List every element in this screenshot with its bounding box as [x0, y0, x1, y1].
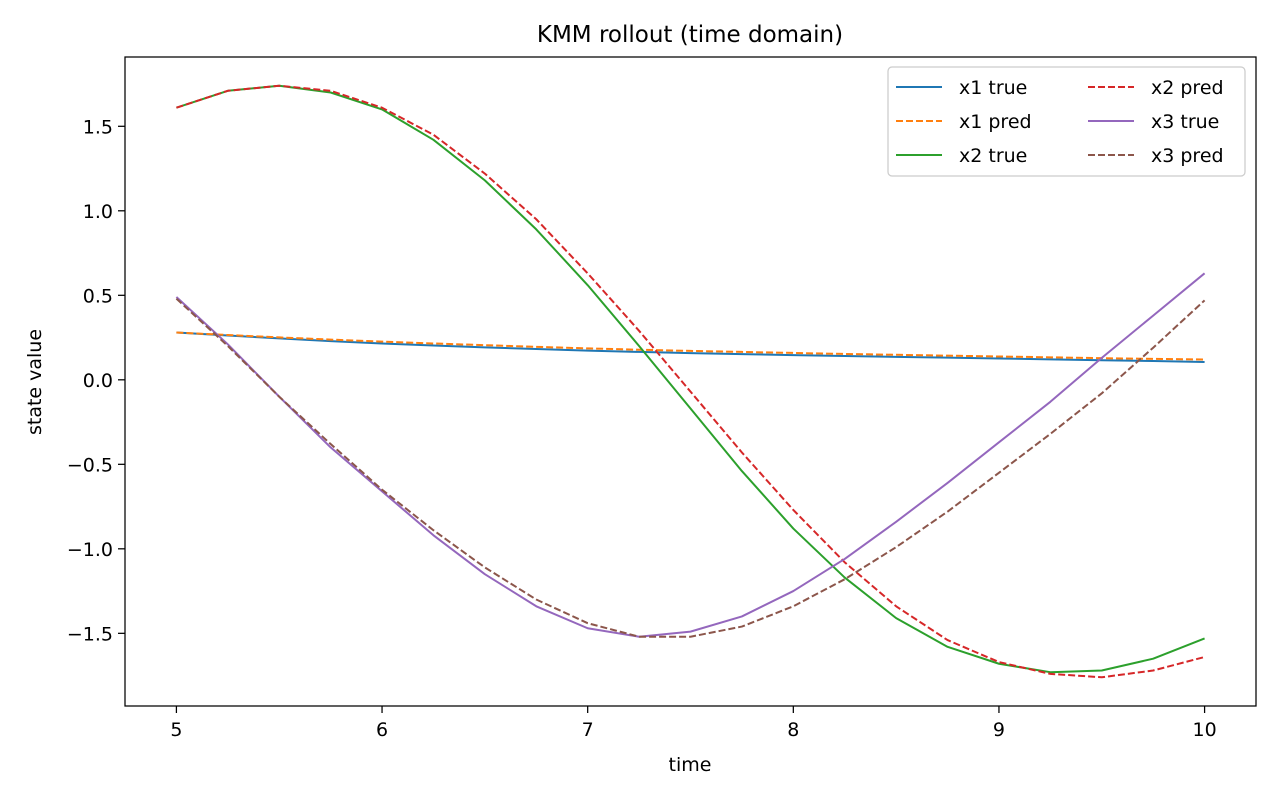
x-axis-label: time	[669, 754, 712, 776]
y-tick-label: −0.5	[67, 454, 113, 476]
legend-label: x1 pred	[959, 111, 1032, 133]
x-tick-label: 7	[582, 719, 594, 741]
series-line-x1-true	[176, 331, 1205, 364]
legend-label: x1 true	[959, 77, 1027, 99]
legend-label: x2 pred	[1151, 77, 1224, 99]
x-tick-label: 10	[1192, 719, 1216, 741]
y-tick-label: −1.5	[67, 623, 113, 645]
series-line-x2-pred	[176, 84, 1205, 679]
x-tick-label: 8	[787, 719, 799, 741]
y-tick-label: 1.0	[83, 201, 113, 223]
legend: x1 true x1 pred x2 true x2 pred x3 true x3 pr…	[887, 66, 1246, 177]
series-line-x3-pred	[175, 297, 1206, 638]
axes-frame	[124, 56, 1257, 707]
legend-box	[887, 66, 1246, 177]
plot-area	[175, 84, 1206, 679]
legend-label: x3 pred	[1151, 145, 1224, 167]
x-tick-label: 9	[993, 719, 1005, 741]
y-axis-label: state value	[24, 329, 46, 435]
legend-label: x3 true	[1151, 111, 1219, 133]
axes: 5 6 7 8 9 10 −1.5 −1.0 −0.5 0.0 0.5 1.0 1.5	[67, 56, 1257, 741]
y-tick-label: 1.5	[83, 116, 113, 138]
legend-label: x2 true	[959, 145, 1027, 167]
y-tick-label: 0.0	[83, 370, 113, 392]
series-line-x1-pred	[176, 331, 1205, 361]
x-tick-label: 5	[170, 719, 182, 741]
y-tick-label: −1.0	[67, 539, 113, 561]
x-tick-label: 6	[376, 719, 388, 741]
chart-title: KMM rollout (time domain)	[537, 22, 843, 48]
series-line-x3-true	[175, 272, 1206, 638]
y-tick-label: 0.5	[83, 285, 113, 307]
